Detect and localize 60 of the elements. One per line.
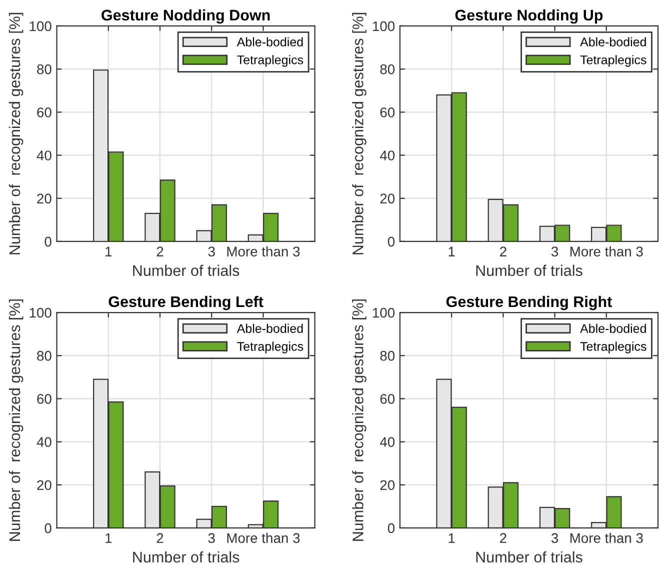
y-tick-label: 60 (37, 394, 52, 404)
y-tick-label: 40 (36, 437, 52, 447)
y-tick-label: 20 (37, 480, 52, 490)
legend-label: Able-bodied (236, 37, 303, 46)
y-tick-label: 40 (380, 150, 395, 160)
y-axis-title: Number of recognized gestures [%] (352, 12, 366, 254)
x-tick-label: More than 3 (227, 532, 300, 544)
y-tick-label: 20 (37, 194, 52, 204)
x-tick-label: 3 (551, 246, 558, 256)
y-tick-label: 40 (380, 437, 395, 447)
y-tick-label: 40 (36, 150, 52, 160)
y-tick-label: 80 (380, 64, 395, 74)
chart-title: Gesture Bending Right (446, 296, 612, 310)
x-axis-title: Number of trials (133, 264, 240, 276)
x-tick-label: 3 (208, 533, 215, 544)
y-tick-label: 60 (380, 394, 395, 404)
y-tick-label: 100 (372, 308, 395, 318)
chart-title: Gesture Nodding Up (455, 9, 603, 24)
x-tick-label: 3 (208, 246, 215, 256)
x-tick-label: 1 (106, 246, 112, 256)
y-axis-title: Number of recognized gestures [%] (352, 299, 366, 541)
legend-label: Able-bodied (580, 324, 646, 333)
x-tick-label: 2 (500, 533, 506, 543)
y-tick-label: 0 (388, 236, 395, 247)
x-tick-label: 1 (448, 533, 455, 543)
y-tick-label: 100 (30, 21, 52, 32)
x-tick-label: 2 (156, 533, 164, 543)
legend-label: Able-bodied (236, 324, 303, 333)
y-axis-title: Number of recognized gestures [%] (8, 12, 24, 254)
x-tick-label: 2 (156, 246, 164, 256)
chart-title: Gesture Nodding Down (102, 9, 270, 24)
x-axis-title: Number of trials (133, 551, 240, 563)
x-tick-label: More than 3 (570, 532, 643, 544)
y-tick-label: 100 (372, 21, 395, 32)
y-tick-label: 60 (37, 107, 52, 118)
y-tick-label: 20 (380, 480, 395, 490)
legend-label: Tetraplegics (580, 342, 646, 354)
x-axis-title: Number of trials (476, 264, 582, 276)
y-tick-label: 60 (380, 107, 395, 118)
chart-title: Gesture Bending Left (108, 296, 264, 310)
y-axis-title: Number of recognized gestures [%] (8, 299, 24, 541)
x-tick-label: More than 3 (227, 246, 300, 256)
y-tick-label: 100 (30, 308, 52, 318)
y-tick-label: 0 (44, 236, 52, 247)
y-tick-label: 0 (44, 523, 52, 534)
y-tick-label: 20 (380, 194, 395, 204)
x-tick-label: 3 (551, 533, 558, 544)
y-tick-label: 80 (37, 64, 52, 74)
y-tick-label: 80 (380, 350, 395, 361)
x-axis-title: Number of trials (476, 551, 582, 563)
legend-label: Tetraplegics (237, 55, 304, 67)
legend-label: Tetraplegics (237, 342, 304, 354)
x-tick-label: 1 (448, 246, 455, 256)
x-tick-label: 1 (106, 533, 112, 543)
x-tick-label: 2 (500, 246, 506, 256)
legend-label: Tetraplegics (580, 55, 646, 67)
legend-label: Able-bodied (580, 37, 646, 46)
y-tick-label: 80 (37, 350, 52, 361)
y-tick-label: 0 (388, 523, 395, 534)
x-tick-label: More than 3 (570, 246, 643, 256)
